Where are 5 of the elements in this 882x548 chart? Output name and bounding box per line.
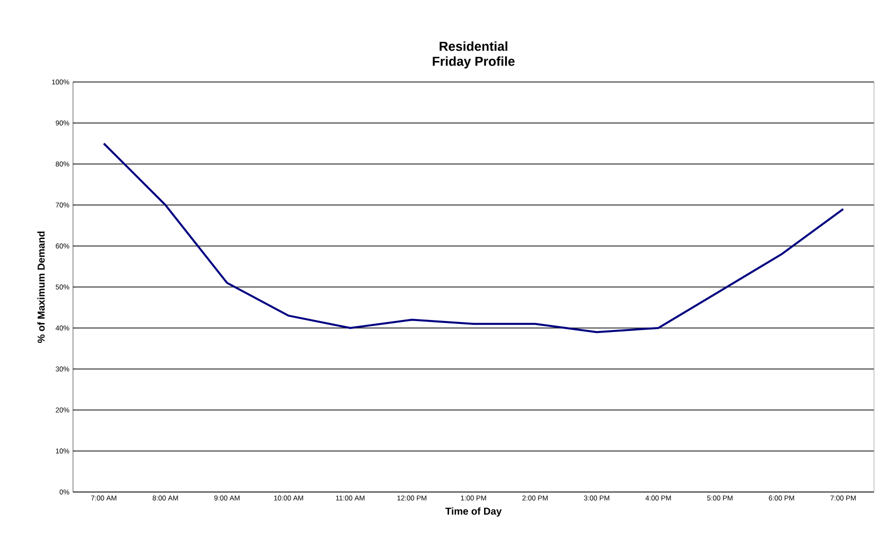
chart-title: Residential [440,41,508,51]
y-axis-title: % of Maximum Demand [37,232,45,343]
x-axis-title: Time of Day [445,507,502,517]
line-series [102,142,844,334]
chart-subtitle: Friday Profile [432,56,515,68]
